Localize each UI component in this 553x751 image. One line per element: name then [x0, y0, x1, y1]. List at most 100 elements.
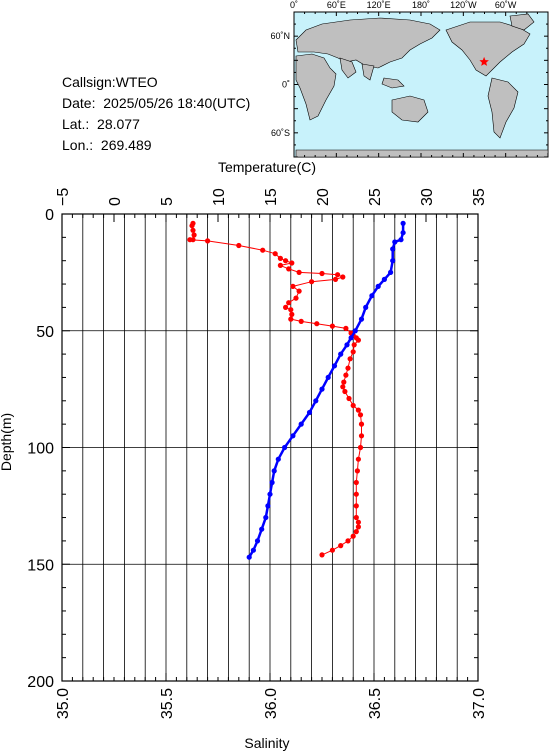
temperature-point [347, 356, 353, 362]
salinity-point [267, 491, 273, 497]
map-longitude-labels: 0˚ 60˚E 120˚E 180˚ 120˚W 60˚W [290, 0, 517, 10]
map-longitude-label: 120˚E [367, 0, 391, 10]
temperature-point [355, 456, 361, 462]
temperature-point [346, 395, 352, 402]
salinity-point [250, 547, 256, 553]
temperature-point [350, 533, 356, 539]
temperature-point [343, 325, 349, 331]
temperature-point [288, 307, 294, 313]
temperature-tick-label: 0 [107, 197, 124, 206]
salinity-point [306, 409, 313, 416]
salinity-point [269, 479, 275, 486]
temperature-point [319, 552, 325, 558]
temperature-point [355, 407, 361, 413]
salinity-point [388, 269, 394, 275]
temperature-point [353, 503, 359, 509]
salinity-point [352, 328, 358, 334]
temperature-point [288, 316, 294, 322]
chart-grid [61, 213, 479, 682]
lat-label: Lat.: [62, 116, 90, 132]
temperature-point [329, 547, 335, 553]
temperature-point [272, 251, 278, 257]
lat-row: Lat.: 28.077 [62, 114, 250, 135]
temperature-tick-label: −5 [55, 188, 72, 206]
temperature-point [340, 274, 346, 280]
salinity-point [390, 258, 396, 264]
temperature-point [351, 342, 357, 348]
temperature-point [286, 300, 292, 306]
temperature-point [341, 379, 347, 385]
temperature-point [355, 337, 361, 343]
temperature-point [298, 318, 304, 324]
salinity-point [298, 421, 304, 427]
temperature-point [296, 288, 302, 294]
temperature-point [353, 491, 359, 497]
date-label: Date: [62, 95, 96, 111]
station-info: Callsign:WTEO Date: 2025/05/26 18:40(UTC… [62, 72, 250, 156]
map-land [295, 13, 549, 158]
map-latitude-label: 60˚N [270, 31, 290, 41]
salinity-point [358, 316, 365, 322]
depth-tick-label: 100 [27, 441, 54, 458]
temperature-point [286, 266, 292, 272]
temperature-point [332, 276, 339, 282]
map-longitude-label: 60˚W [495, 0, 517, 10]
depth-axis-label: Depth(m) [0, 413, 14, 471]
salinity-point [259, 526, 265, 532]
station-marker-icon [479, 56, 489, 66]
salinity-point [325, 374, 331, 380]
temperature-point [277, 262, 283, 268]
salinity-tick-labels: 35.0 35.5 36.0 36.5 37.0 [55, 688, 488, 719]
temperature-point [289, 260, 295, 266]
temperature-point [187, 237, 193, 243]
salinity-point [254, 538, 261, 544]
salinity-point [381, 276, 387, 282]
location-map: 0˚ 60˚E 120˚E 180˚ 120˚W 60˚W 60˚N 0˚ 60˚S [270, 0, 549, 158]
temperature-point [260, 247, 266, 253]
temperature-tick-label: 10 [211, 188, 228, 206]
salinity-tick-label: 36.5 [367, 688, 384, 719]
temperature-point [290, 283, 296, 289]
temperature-tick-label: 15 [263, 188, 280, 206]
temperature-point [340, 384, 346, 390]
temperature-series [187, 220, 365, 558]
salinity-point [290, 433, 296, 439]
temperature-point [357, 444, 364, 451]
temperature-axis-label: Temperature(C) [218, 159, 316, 175]
salinity-point [375, 283, 381, 289]
lon-label: Lon.: [62, 137, 94, 153]
map-longitude-label: 180˚ [412, 0, 430, 10]
temperature-point [296, 269, 302, 275]
temperature-point [358, 421, 365, 427]
temperature-point [357, 412, 364, 418]
map-longitude-label: 0˚ [290, 0, 298, 10]
salinity-point [348, 335, 354, 341]
salinity-point [265, 503, 271, 509]
map-ticks [293, 11, 549, 158]
salinity-tick-label: 35.0 [55, 688, 72, 719]
temperature-point [309, 279, 315, 285]
temperature-tick-label: 30 [419, 188, 436, 206]
temperature-point [189, 223, 195, 229]
series-layer [187, 220, 406, 560]
salinity-tick-label: 37.0 [471, 688, 488, 719]
salinity-series [246, 220, 406, 560]
temperature-tick-label: 25 [367, 188, 384, 206]
temperature-point [283, 304, 289, 310]
temperature-tick-labels: −5 0 5 10 15 20 25 30 35 [55, 188, 488, 206]
temperature-point [338, 543, 344, 549]
temperature-point [350, 402, 356, 409]
salinity-point [246, 554, 252, 560]
map-longitude-label: 120˚W [450, 0, 477, 10]
callsign-label: Callsign:WTEO [62, 74, 158, 90]
lon-value: 269.489 [100, 137, 152, 153]
temperature-point [353, 479, 359, 486]
depth-tick-labels: 0 50 100 150 200 [27, 207, 54, 691]
lat-value: 28.077 [97, 116, 140, 132]
salinity-point [271, 468, 277, 474]
date-row: Date: 2025/05/26 18:40(UTC) [62, 93, 250, 114]
temperature-point [353, 529, 359, 535]
temperature-point [343, 372, 349, 378]
map-latitude-labels: 60˚N 0˚ 60˚S [270, 31, 290, 138]
